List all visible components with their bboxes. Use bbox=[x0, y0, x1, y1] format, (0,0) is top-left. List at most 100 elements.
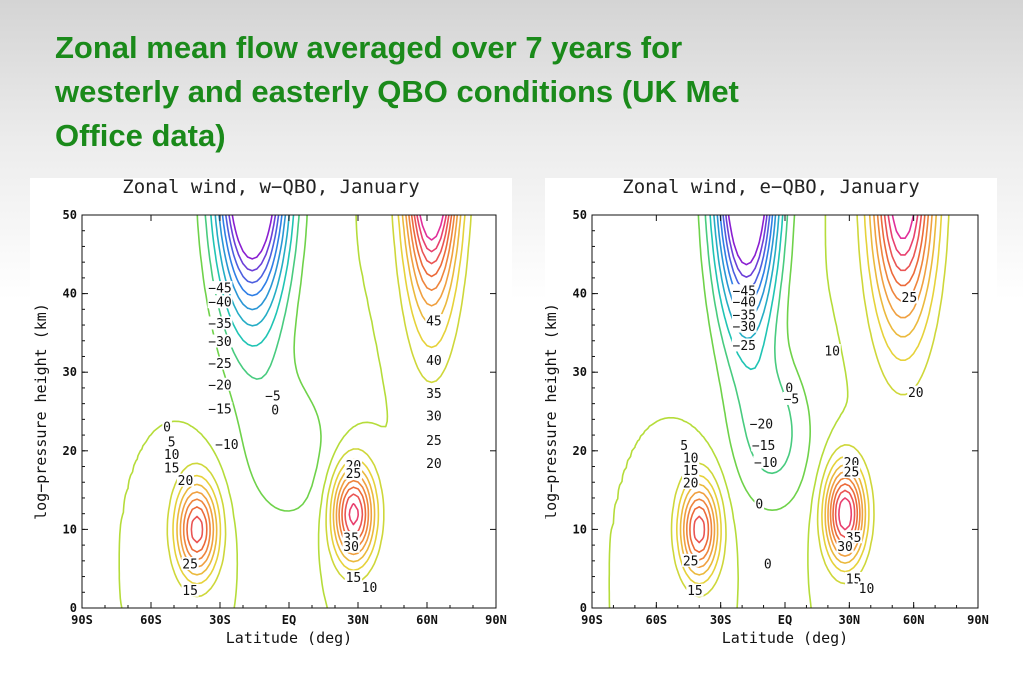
y-tick-label: 20 bbox=[63, 444, 77, 458]
y-tick-label: 0 bbox=[70, 601, 77, 615]
contour-line bbox=[190, 215, 450, 544]
x-axis-label: Latitude (deg) bbox=[226, 629, 352, 647]
contour-line bbox=[608, 215, 849, 608]
y-tick-label: 50 bbox=[573, 208, 587, 222]
y-tick-label: 0 bbox=[580, 601, 587, 615]
x-tick-label: EQ bbox=[778, 613, 792, 627]
contour-label: −10 bbox=[754, 456, 777, 471]
contour-label: 5 bbox=[680, 439, 688, 454]
contour-lines bbox=[608, 215, 950, 608]
contour-label: 25 bbox=[182, 557, 198, 572]
contour-label: −30 bbox=[733, 320, 756, 335]
contour-line bbox=[689, 215, 926, 553]
contour-chart-w-qbo: Zonal wind, w−QBO, January −45−40 −35 −30 −2… bbox=[32, 178, 507, 647]
contour-label: 25 bbox=[346, 467, 362, 482]
contour-label: −25 bbox=[733, 339, 756, 354]
x-tick-label: 90S bbox=[71, 613, 93, 627]
x-tick-label: 90S bbox=[581, 613, 603, 627]
y-tick-label: 10 bbox=[63, 522, 77, 536]
x-tick-label: 60N bbox=[903, 613, 925, 627]
chart-panel-w-qbo: Zonal wind, w−QBO, January −45 −40 −35 −30 −2… bbox=[30, 178, 512, 650]
chart-title: Zonal wind, e−QBO, January bbox=[622, 178, 919, 198]
contour-line bbox=[709, 215, 784, 371]
contour-label: 0 bbox=[785, 381, 793, 396]
contour-label: 15 bbox=[346, 571, 362, 586]
contour-label: −30 bbox=[208, 335, 231, 350]
contour-label: 0 bbox=[163, 421, 171, 436]
contour-label: 25 bbox=[844, 466, 860, 481]
x-tick-label: 30S bbox=[209, 613, 231, 627]
contour-label: 25 bbox=[902, 291, 918, 306]
contour-label: 0 bbox=[755, 498, 763, 513]
x-tick-label: EQ bbox=[282, 613, 296, 627]
contour-label: 0 bbox=[271, 403, 279, 418]
contour-label: 30 bbox=[343, 540, 359, 555]
contour-label: −15 bbox=[752, 439, 775, 454]
contour-label: 30 bbox=[837, 540, 853, 555]
contour-line bbox=[670, 215, 950, 598]
slide-title-line-1: Zonal mean flow averaged over 7 years fo… bbox=[55, 30, 683, 65]
x-axis: 90S 60S 30S EQ 30N 60N 90N Latitude (deg) bbox=[581, 215, 989, 647]
contour-line bbox=[228, 215, 277, 272]
contour-line bbox=[210, 215, 295, 347]
y-axis-label: log−pressure height (km) bbox=[545, 303, 560, 520]
contour-line bbox=[676, 215, 943, 585]
contour-label: 40 bbox=[426, 354, 442, 369]
y-tick-label: 30 bbox=[573, 365, 587, 379]
y-tick-label: 50 bbox=[63, 208, 77, 222]
contour-label: 25 bbox=[683, 554, 699, 569]
contour-label: −40 bbox=[208, 296, 231, 311]
contour-labels: −45−40−35−30−25−20−15−100−50051015202515… bbox=[679, 284, 925, 599]
contour-label: −45 bbox=[208, 282, 231, 297]
x-tick-label: 90N bbox=[485, 613, 507, 627]
contour-line bbox=[725, 215, 768, 278]
contour-label: 35 bbox=[426, 387, 442, 402]
contour-label: −35 bbox=[733, 308, 756, 323]
y-tick-label: 20 bbox=[573, 444, 587, 458]
contour-label: −20 bbox=[750, 418, 773, 433]
contour-label: 20 bbox=[426, 457, 442, 472]
chart-panel-e-qbo: Zonal wind, e−QBO, January −45 −40 −35 −30 −2… bbox=[545, 178, 997, 650]
contour-chart-e-qbo: Zonal wind, e−QBO, January−45−40−35−30−2… bbox=[545, 178, 989, 647]
contour-label: 10 bbox=[859, 582, 875, 597]
contour-line bbox=[218, 215, 287, 311]
slide-title: Zonal mean flow averaged over 7 years fo… bbox=[55, 26, 955, 158]
contour-line bbox=[697, 215, 811, 511]
contour-label: −15 bbox=[208, 403, 231, 418]
x-tick-label: 60N bbox=[416, 613, 438, 627]
slide-title-line-3: Office data) bbox=[55, 118, 226, 153]
y-tick-label: 40 bbox=[63, 287, 77, 301]
contour-line bbox=[225, 215, 280, 284]
contour-label: −5 bbox=[265, 389, 281, 404]
contour-line bbox=[838, 215, 919, 531]
contour-labels: −45−40−35−30−25−20−15−10−500510152025152… bbox=[162, 281, 443, 599]
slide-title-line-2: westerly and easterly QBO conditions (UK… bbox=[55, 74, 739, 109]
contour-label: −35 bbox=[208, 317, 231, 332]
x-tick-label: 30N bbox=[347, 613, 369, 627]
contour-label: 20 bbox=[178, 474, 194, 489]
contour-line bbox=[419, 215, 444, 241]
contour-label: 10 bbox=[824, 344, 840, 359]
contour-label: 15 bbox=[182, 584, 198, 599]
x-tick-label: 60S bbox=[645, 613, 667, 627]
y-tick-label: 40 bbox=[573, 287, 587, 301]
x-tick-label: 90N bbox=[967, 613, 989, 627]
contour-label: 15 bbox=[687, 584, 703, 599]
y-tick-label: 30 bbox=[63, 365, 77, 379]
contour-label: 5 bbox=[168, 436, 176, 451]
contour-label: −5 bbox=[784, 392, 800, 407]
y-tick-label: 10 bbox=[573, 522, 587, 536]
contour-line bbox=[231, 215, 273, 260]
contour-label: 10 bbox=[683, 451, 699, 466]
x-tick-label: 30N bbox=[838, 613, 860, 627]
contour-line bbox=[679, 215, 937, 576]
contour-label: 25 bbox=[426, 434, 442, 449]
x-tick-label: 60S bbox=[140, 613, 162, 627]
contour-line bbox=[727, 215, 765, 266]
contour-label: 0 bbox=[764, 557, 772, 572]
contour-label: −40 bbox=[733, 296, 756, 311]
contour-label: 45 bbox=[426, 315, 442, 330]
y-axis-label: log−pressure height (km) bbox=[32, 303, 50, 520]
contour-label: −10 bbox=[215, 438, 238, 453]
